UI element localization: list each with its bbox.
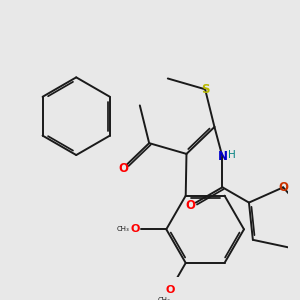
Text: O: O [165, 285, 175, 295]
Text: O: O [118, 162, 128, 175]
Text: O: O [278, 181, 288, 194]
Text: S: S [201, 83, 209, 96]
Text: O: O [185, 199, 196, 212]
Text: O: O [130, 224, 140, 234]
Text: N: N [218, 150, 227, 163]
Text: H: H [228, 149, 236, 160]
Text: CH₃: CH₃ [158, 297, 171, 300]
Text: CH₃: CH₃ [117, 226, 130, 232]
